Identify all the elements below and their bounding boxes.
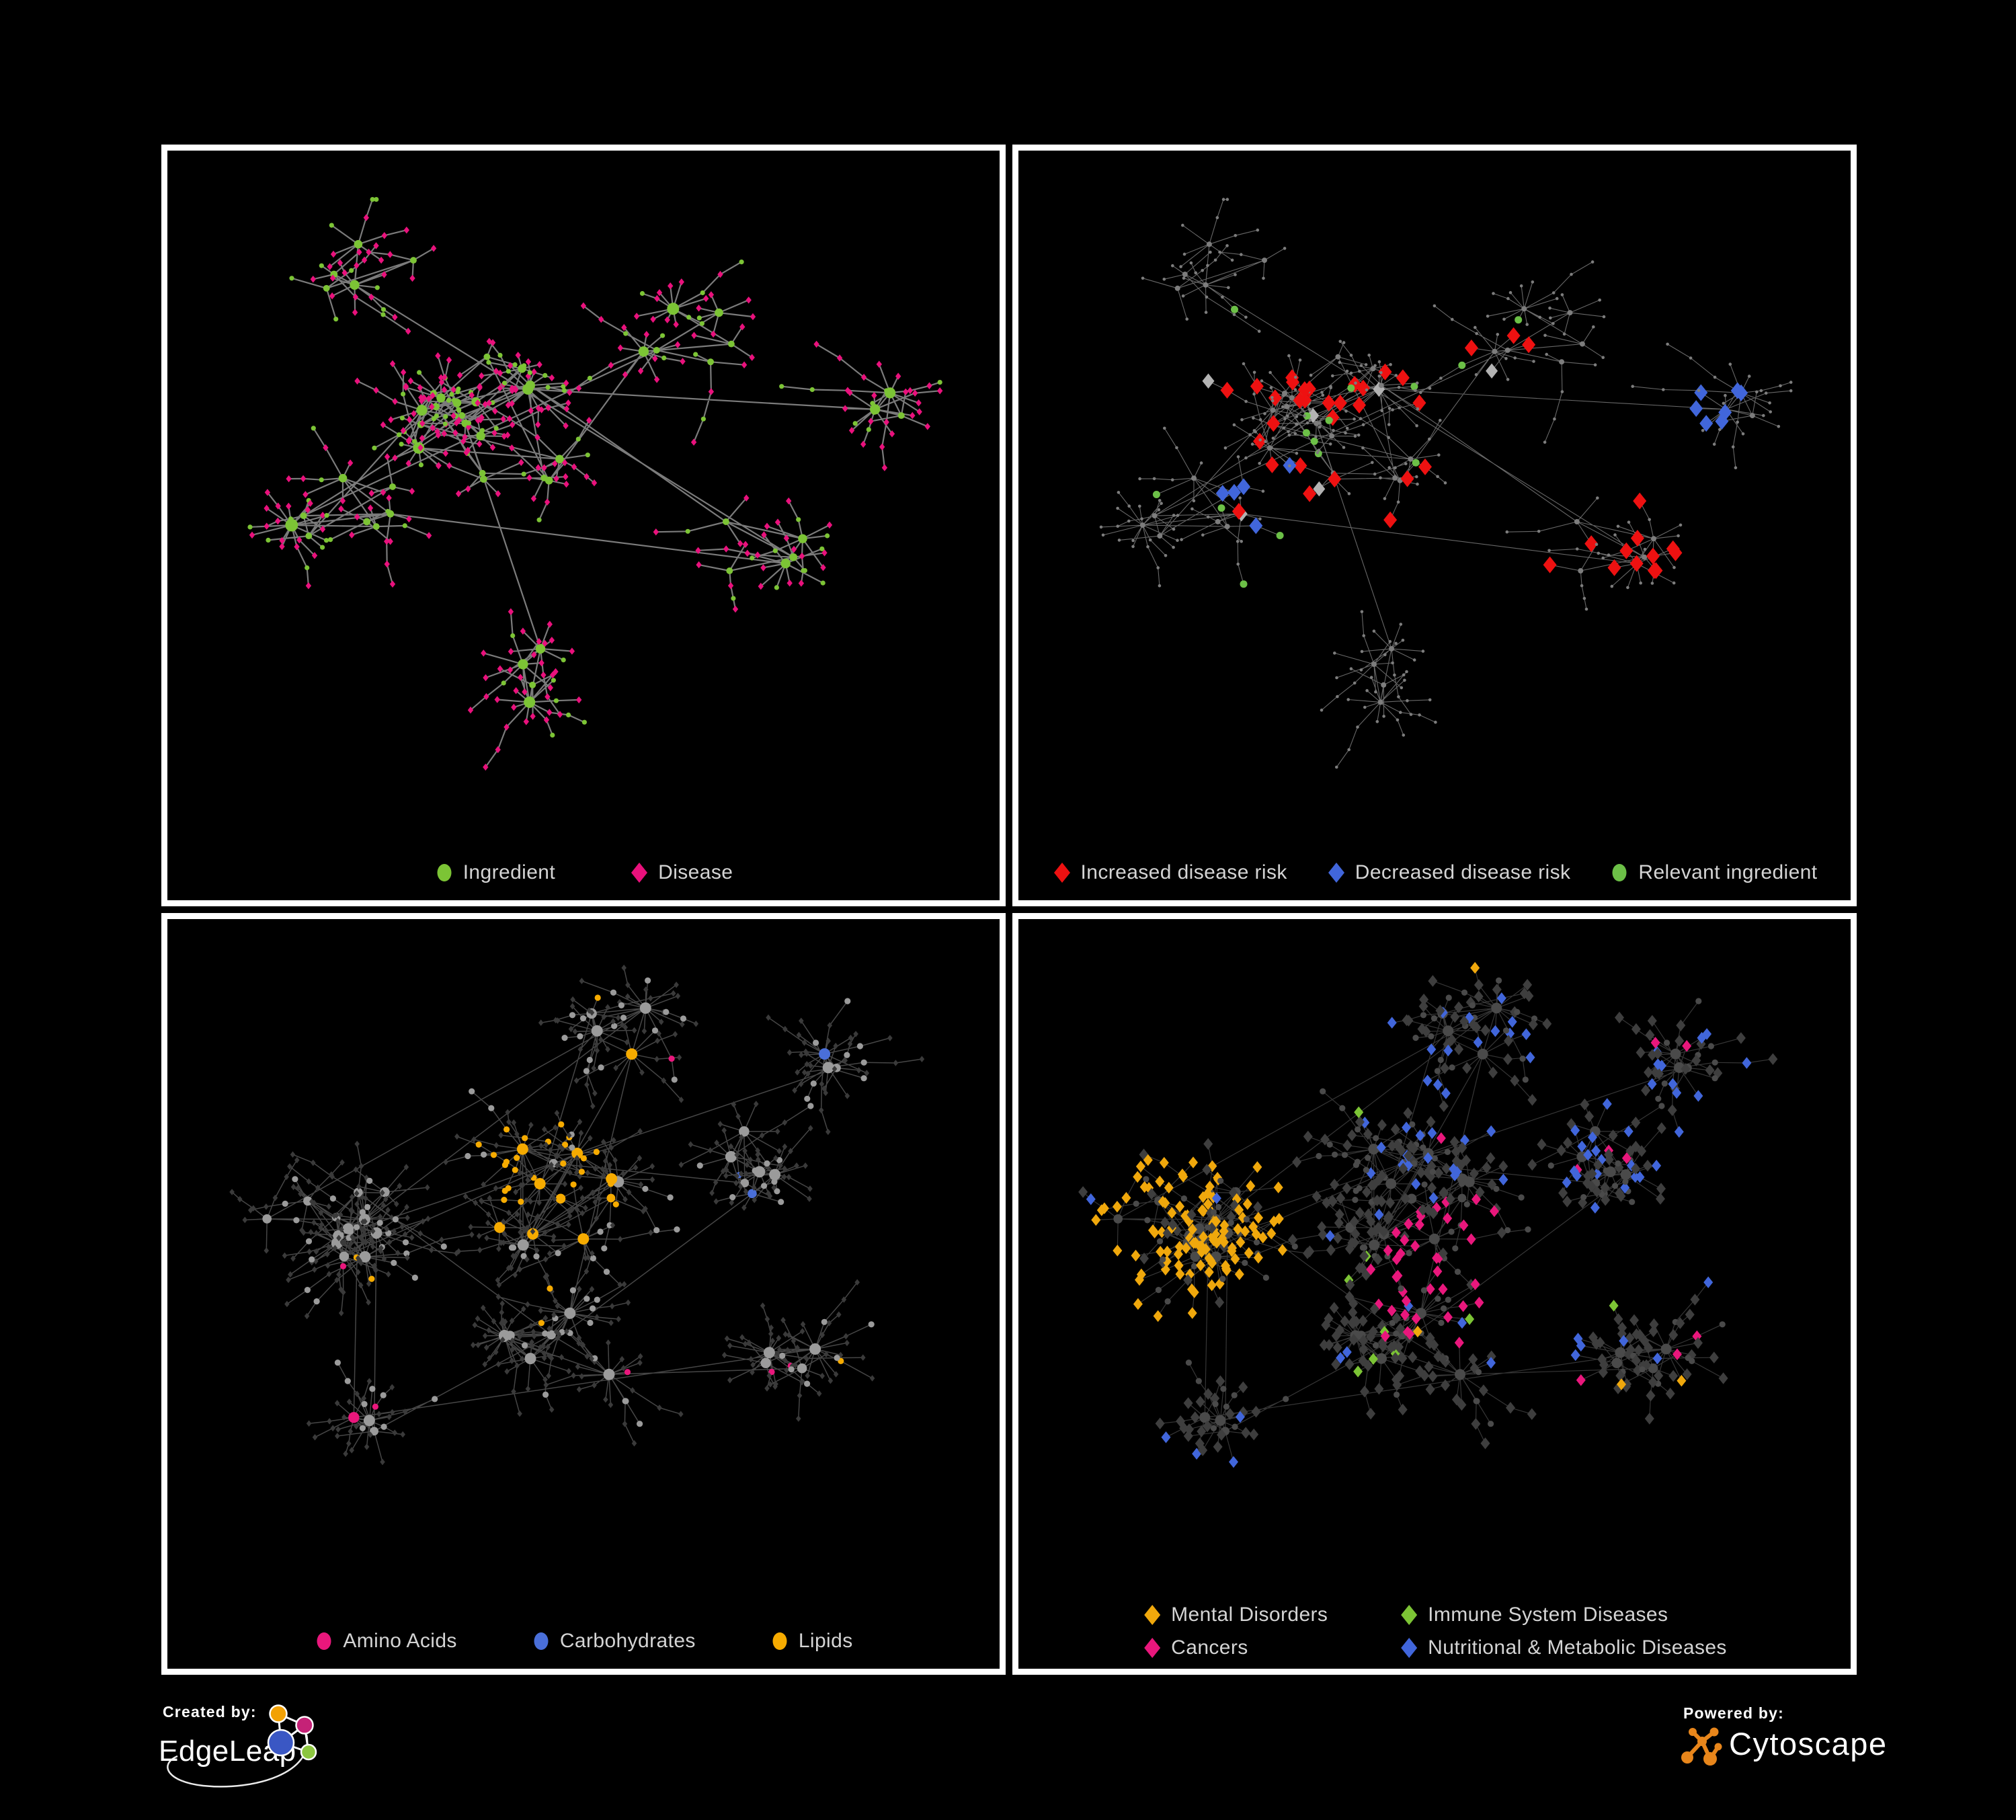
legend-label-carbohydrates: Carbohydrates: [559, 1630, 696, 1652]
legend-item-ingredient: Ingredient: [434, 861, 555, 884]
legend-label-nutritional-metabolic-diseases: Nutritional & Metabolic Diseases: [1428, 1636, 1727, 1659]
legend-label-disease: Disease: [658, 861, 733, 883]
legend-item-immune-system-diseases: Immune System Diseases: [1399, 1604, 1727, 1626]
legend-label-decreased-risk: Decreased disease risk: [1355, 861, 1571, 883]
immune-system-diseases-diamond-icon: [1401, 1605, 1418, 1625]
legend-label-ingredient: Ingredient: [462, 861, 556, 883]
legend-label-immune-system-diseases: Immune System Diseases: [1428, 1604, 1668, 1626]
legend-item-carbohydrates: Carbohydrates: [531, 1630, 696, 1653]
panel-disease-categories-network: Mental Disorders Immune System Diseases …: [1012, 913, 1857, 1675]
legend-label-increased-risk: Increased disease risk: [1080, 861, 1287, 883]
legend-ingredient-classes: Amino Acids Carbohydrates Lipids: [167, 1630, 1000, 1653]
network-graph-disease-categories: [1078, 961, 1778, 1468]
powered-by-label: Powered by:: [1683, 1704, 1784, 1722]
disease-diamond-icon: [631, 863, 648, 883]
edgeleap-swoosh: [167, 1734, 309, 1788]
legend-item-decreased-risk: Decreased disease risk: [1326, 861, 1571, 884]
carbohydrates-circle-icon: [534, 1632, 549, 1650]
legend-label-relevant-ingredient: Relevant ingredient: [1638, 861, 1818, 883]
network-graph-ingredient-classes: [229, 964, 925, 1466]
network-graph-disease-risk: [1099, 198, 1793, 769]
legend-item-disease: Disease: [629, 861, 733, 884]
legend-item-mental-disorders: Mental Disorders: [1142, 1604, 1399, 1626]
legend-item-amino-acids: Amino Acids: [314, 1630, 456, 1653]
legend-item-increased-risk: Increased disease risk: [1052, 861, 1287, 884]
network-graph-ingredient-disease: [247, 197, 943, 771]
legend-item-nutritional-metabolic-diseases: Nutritional & Metabolic Diseases: [1399, 1636, 1727, 1659]
legend-label-cancers: Cancers: [1171, 1636, 1248, 1659]
legend-item-relevant-ingredient: Relevant ingredient: [1609, 861, 1817, 884]
legend-label-lipids: Lipids: [798, 1630, 853, 1652]
cytoscape-network-icon: [1681, 1727, 1722, 1766]
cancers-diamond-icon: [1144, 1638, 1161, 1658]
legend-disease-risk: Increased disease risk Decreased disease…: [1018, 861, 1851, 884]
cytoscape-logo: Powered by: Cytoscape: [1681, 1704, 1888, 1766]
edgeleap-network-icon: [267, 1704, 317, 1761]
mental-disorders-diamond-icon: [1144, 1605, 1161, 1625]
amino-acids-circle-icon: [317, 1632, 331, 1650]
legend-ingredient-disease: Ingredient Disease: [167, 861, 1000, 884]
created-by-label: Created by:: [163, 1703, 257, 1720]
legend-disease-categories: Mental Disorders Immune System Diseases …: [1142, 1604, 1727, 1659]
legend-label-mental-disorders: Mental Disorders: [1171, 1604, 1328, 1626]
relevant-ingredient-circle-icon: [1612, 864, 1627, 881]
increased-risk-diamond-icon: [1053, 863, 1070, 883]
panel-ingredient-disease-network: Ingredient Disease: [161, 145, 1006, 906]
edgeleap-logo: Created by: EdgeLeap: [159, 1703, 317, 1788]
legend-item-cancers: Cancers: [1142, 1636, 1399, 1659]
ingredient-circle-icon: [437, 864, 452, 881]
decreased-risk-diamond-icon: [1328, 863, 1344, 883]
nutritional-metabolic-diseases-diamond-icon: [1401, 1638, 1418, 1658]
legend-item-lipids: Lipids: [770, 1630, 853, 1653]
cytoscape-brand-text: Cytoscape: [1729, 1726, 1888, 1762]
lipids-circle-icon: [772, 1632, 787, 1650]
panel-disease-risk-network: Increased disease risk Decreased disease…: [1012, 145, 1857, 906]
legend-label-amino-acids: Amino Acids: [343, 1630, 457, 1652]
panel-ingredient-classes-network: Amino Acids Carbohydrates Lipids: [161, 913, 1006, 1675]
